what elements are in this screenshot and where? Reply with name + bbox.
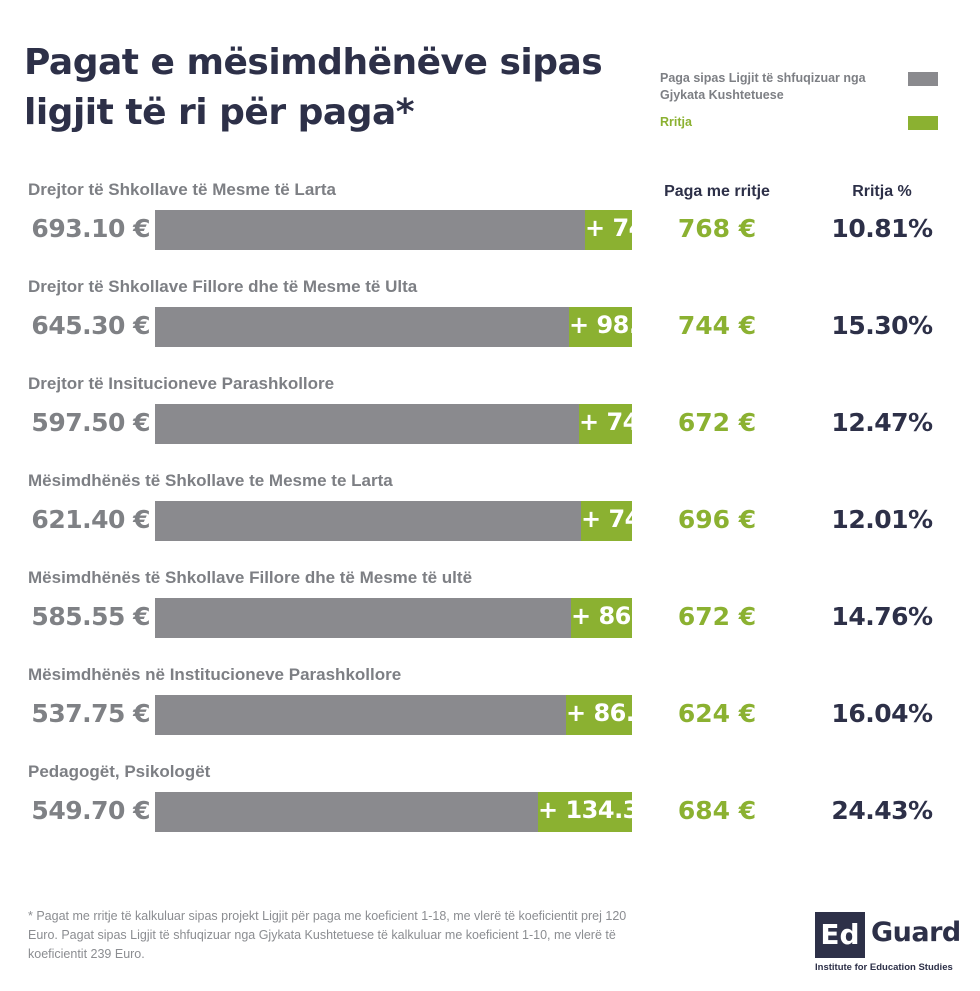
logo-ed-box: Ed [815, 912, 865, 958]
new-pay-label: 744 € [677, 311, 757, 340]
bar-base [155, 792, 538, 832]
category-label: Drejtor të Shkollave të Mesme të Larta [28, 180, 337, 199]
category-label: Drejtor të Shkollave Fillore dhe të Mesm… [28, 277, 418, 296]
chart-row: Drejtor të Shkollave Fillore dhe të Mesm… [0, 277, 980, 373]
chart-row: Mësimdhënës në Institucioneve Parashkoll… [0, 665, 980, 761]
increase-value-label: + 74.50 € [581, 505, 706, 533]
logo-guard-text: Guard [871, 917, 961, 948]
bar-base [155, 404, 579, 444]
chart-row: Drejtor të Shkollave të Mesme të Larta 69… [0, 180, 980, 276]
new-pay-label: 768 € [677, 214, 757, 243]
bar-increase [579, 404, 632, 444]
chart-row: Drejtor të Insitucioneve Parashkollore 59… [0, 374, 980, 470]
base-value-label: 693.10 € [31, 214, 150, 243]
new-pay-label: 684 € [677, 796, 757, 825]
percent-label: 16.04% [831, 699, 933, 728]
bar-increase [585, 210, 632, 250]
base-value-label: 621.40 € [31, 505, 150, 534]
base-value-label: 537.75 € [31, 699, 150, 728]
bar-increase [569, 307, 632, 347]
new-pay-label: 672 € [677, 602, 757, 631]
footnote: * Pagat me rritje të kalkuluar sipas pro… [28, 909, 627, 961]
bar-base [155, 598, 571, 638]
percent-label: 10.81% [831, 214, 933, 243]
logo-subtitle: Institute for Education Studies [815, 962, 953, 973]
category-label: Mësimdhënës në Institucioneve Parashkoll… [28, 665, 402, 684]
edguard-logo: Ed Guard Institute for Education Studies [815, 912, 965, 982]
legend-swatch-base [908, 72, 938, 86]
category-label: Mësimdhënës të Shkollave te Mesme te Lar… [28, 471, 393, 490]
legend-label-base: Paga sipas Ligjit të shfuqizuar nga Gjyk… [660, 71, 866, 102]
bar-increase [581, 501, 632, 541]
percent-label: 15.30% [831, 311, 933, 340]
chart-row: Mësimdhënës të Shkollave te Mesme te Lar… [0, 471, 980, 567]
bar-base [155, 210, 585, 250]
increase-value-label: + 86.25 € [566, 699, 691, 727]
base-value-label: 549.70 € [31, 796, 150, 825]
bar-increase [538, 792, 632, 832]
increase-value-label: + 86.45 € [571, 602, 696, 630]
base-value-label: 597.50 € [31, 408, 150, 437]
header-percent: Rritja % [852, 183, 912, 200]
category-label: Drejtor të Insitucioneve Parashkollore [28, 374, 335, 393]
base-value-label: 585.55 € [31, 602, 150, 631]
chart-row: Mësimdhënës të Shkollave Fillore dhe të … [0, 568, 980, 664]
increase-value-label: + 134.30 € [538, 796, 680, 824]
new-pay-label: 696 € [677, 505, 757, 534]
increase-value-label: + 74.50 € [579, 408, 704, 436]
bar-base [155, 695, 566, 735]
percent-label: 12.01% [831, 505, 933, 534]
bar-base [155, 501, 581, 541]
increase-value-label: + 74.90 € [585, 214, 710, 242]
header-new-pay: Paga me rritje [664, 183, 770, 200]
increase-value-label: + 98.70 € [569, 311, 694, 339]
percent-label: 24.43% [831, 796, 933, 825]
category-label: Pedagogët, Psikologët [28, 762, 211, 781]
legend-label-increase: Rritja [660, 115, 692, 129]
percent-label: 12.47% [831, 408, 933, 437]
bar-base [155, 307, 569, 347]
new-pay-label: 624 € [677, 699, 757, 728]
bar-increase [571, 598, 632, 638]
bar-increase [566, 695, 632, 735]
new-pay-label: 672 € [677, 408, 757, 437]
category-label: Mësimdhënës të Shkollave Fillore dhe të … [28, 568, 473, 587]
chart-row: Pedagogët, Psikologët 549.70 € + 134.30 €6… [0, 762, 980, 858]
chart-title: Pagat e mësimdhënëve sipas ligjit të ri … [24, 42, 603, 133]
percent-label: 14.76% [831, 602, 933, 631]
base-value-label: 645.30 € [31, 311, 150, 340]
legend-swatch-increase [908, 116, 938, 130]
